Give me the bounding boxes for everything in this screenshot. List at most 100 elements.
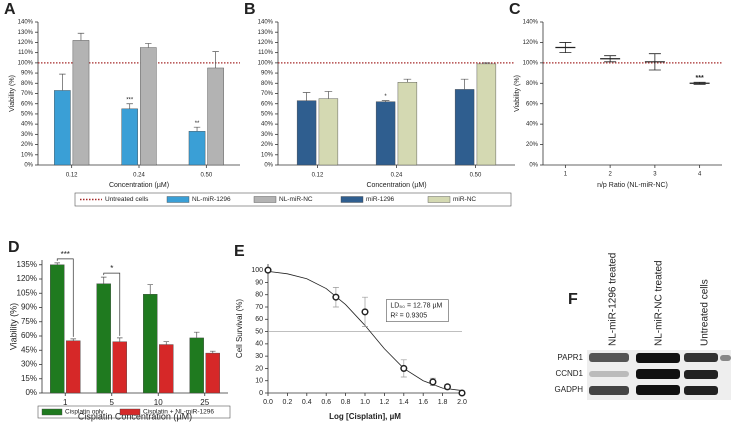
y-tick-label: 90%	[21, 71, 34, 77]
error-bar	[145, 43, 152, 48]
x-tick-label: 1.0	[360, 399, 370, 406]
y-tick-label: 80%	[526, 81, 539, 87]
y-tick-label: 90	[255, 279, 263, 286]
x-tick-label: 25	[200, 398, 209, 407]
column-label: Untreated cells	[700, 279, 711, 346]
bar	[159, 344, 174, 394]
band	[684, 386, 718, 395]
x-tick-label: 10	[154, 398, 163, 407]
data-point	[443, 383, 452, 391]
x-axis-label: Cisplatin Concentration (µM)	[78, 411, 192, 421]
error-bar	[77, 32, 85, 41]
error-bar	[482, 62, 491, 64]
significance: ***	[696, 75, 704, 82]
legend-swatch	[340, 196, 364, 203]
bar	[207, 67, 224, 166]
y-tick-label: 10%	[261, 152, 274, 158]
y-tick-label: 40%	[526, 122, 539, 128]
y-tick-label: 0%	[24, 163, 33, 169]
error-bar	[693, 81, 706, 85]
bar	[188, 131, 206, 166]
panel-label: D	[8, 239, 20, 256]
bar	[72, 40, 90, 166]
data-point	[429, 378, 437, 386]
x-tick-label: 0.12	[312, 173, 324, 179]
fit-curve	[267, 270, 463, 391]
significance: ***	[126, 97, 134, 103]
legend-swatch	[253, 196, 277, 203]
y-tick-label: 45%	[21, 345, 37, 354]
y-tick-label: 0%	[529, 163, 538, 169]
band	[636, 385, 680, 395]
y-tick-label: 20	[255, 365, 263, 372]
x-tick-label: 1.2	[380, 399, 390, 406]
error-bar	[403, 78, 412, 83]
bar	[54, 90, 71, 166]
band	[636, 353, 680, 363]
bar	[296, 100, 317, 166]
y-tick-label: 75%	[21, 317, 37, 326]
x-tick-label: 1.8	[438, 399, 448, 406]
x-tick-label: 1	[564, 172, 568, 178]
error-bar	[324, 91, 333, 99]
significance: ***	[61, 250, 70, 259]
x-tick-label: 0.8	[341, 399, 351, 406]
x-tick-label: 3	[653, 172, 657, 178]
bar	[66, 340, 81, 394]
error-bar	[648, 53, 661, 71]
bar	[375, 101, 396, 166]
y-tick-label: 130%	[18, 30, 34, 36]
y-tick-label: 120%	[258, 40, 274, 46]
y-tick-label: 120%	[523, 40, 539, 46]
panel-label: E	[234, 243, 245, 260]
x-axis-label: Concentration (µM)	[366, 182, 426, 189]
x-tick-label: 2	[608, 172, 612, 178]
y-tick-label: 60%	[21, 331, 37, 340]
legend-label: Untreated cells	[105, 196, 149, 203]
error-bar	[116, 337, 123, 342]
y-tick-label: 40	[255, 341, 263, 348]
y-tick-label: 100%	[258, 60, 274, 66]
y-axis-label: Cell Survival (%)	[235, 299, 244, 358]
legend-swatch	[119, 408, 141, 416]
x-tick-label: 0.2	[283, 399, 293, 406]
x-tick-label: 0.6	[321, 399, 331, 406]
legend-label: NL-miR-1296	[192, 196, 231, 203]
band	[589, 371, 629, 377]
y-tick-label: 140%	[18, 20, 34, 26]
y-tick-label: 30%	[261, 132, 274, 138]
x-axis-label: Concentration (µM)	[109, 182, 169, 189]
y-tick-label: 100	[251, 267, 263, 274]
y-tick-label: 60	[255, 316, 263, 323]
y-tick-label: 110%	[18, 50, 34, 56]
y-tick-label: 120%	[17, 274, 37, 283]
band	[720, 355, 731, 361]
x-tick-label: 4	[698, 172, 702, 178]
bar	[112, 341, 127, 394]
y-tick-label: 60%	[261, 101, 274, 107]
y-tick-label: 130%	[258, 30, 274, 36]
y-tick-label: 0	[259, 390, 263, 397]
bar	[143, 294, 158, 394]
y-tick-label: 90%	[21, 303, 37, 312]
x-axis-label: Log [Cisplatin], µM	[329, 412, 401, 421]
row-label: GADPH	[555, 385, 584, 394]
significance: **	[195, 121, 200, 127]
error-bar	[212, 51, 219, 68]
y-tick-label: 80%	[21, 81, 34, 87]
bracket	[103, 272, 121, 336]
band	[589, 353, 629, 362]
y-tick-label: 140%	[258, 20, 274, 26]
note: R² = 0.9305	[390, 312, 427, 319]
x-tick-label: 1.6	[418, 399, 428, 406]
note-box	[386, 299, 449, 322]
error-bar	[604, 55, 617, 63]
panel-label: C	[509, 1, 521, 18]
band	[684, 370, 718, 379]
x-tick-label: 5	[110, 398, 115, 407]
x-tick-label: 0.0	[263, 399, 273, 406]
legend-label: Cisplatin + NL-miR-1296	[143, 409, 214, 416]
error-bar	[381, 100, 390, 102]
y-tick-label: 100%	[18, 60, 34, 66]
y-tick-label: 20%	[21, 142, 34, 148]
